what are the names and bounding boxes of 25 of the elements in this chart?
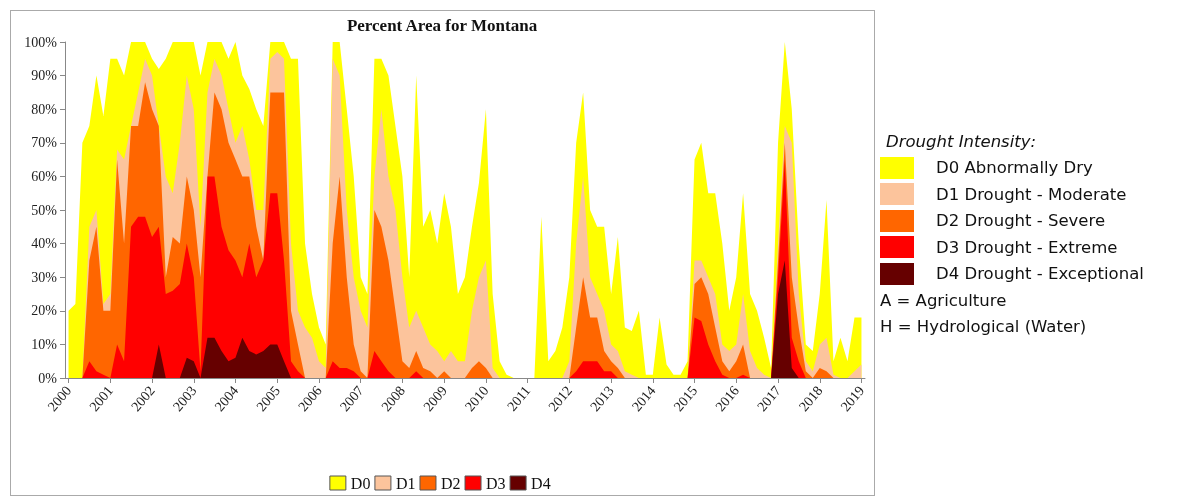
- y-tick-label: 30%: [31, 269, 58, 285]
- text: D1 Drought - Moderate: [936, 184, 1127, 204]
- y-tick-label: 10%: [31, 336, 58, 352]
- y-tick-label: 70%: [31, 135, 58, 151]
- chart-title: Percent Area for Montana: [346, 16, 538, 35]
- legend-label: D0: [350, 474, 371, 492]
- text: H = Hydrological (Water): [880, 317, 1087, 337]
- y-tick-label: 0%: [38, 370, 58, 386]
- y-tick-label: 50%: [31, 202, 58, 218]
- y-tick-label: 40%: [31, 236, 58, 252]
- text: D0 Abnormally Dry: [936, 158, 1093, 178]
- y-tick-label: 60%: [31, 168, 58, 184]
- legend-label: D3: [486, 474, 506, 492]
- y-tick-label: 20%: [31, 303, 58, 319]
- text: D2 Drought - Severe: [936, 211, 1106, 231]
- y-tick-label: 80%: [31, 101, 58, 117]
- legend-label: D2: [440, 474, 461, 492]
- legend-label: D1: [395, 474, 416, 492]
- text: D3 Drought - Extreme: [936, 237, 1118, 257]
- legend-label: D4: [531, 474, 551, 492]
- text: D4 Drought - Exceptional: [936, 264, 1144, 284]
- y-tick-label: 90%: [31, 68, 58, 84]
- y-tick-label: 100%: [24, 34, 58, 50]
- text: Drought Intensity:: [885, 131, 1037, 151]
- text: A = Agriculture: [880, 290, 1007, 310]
